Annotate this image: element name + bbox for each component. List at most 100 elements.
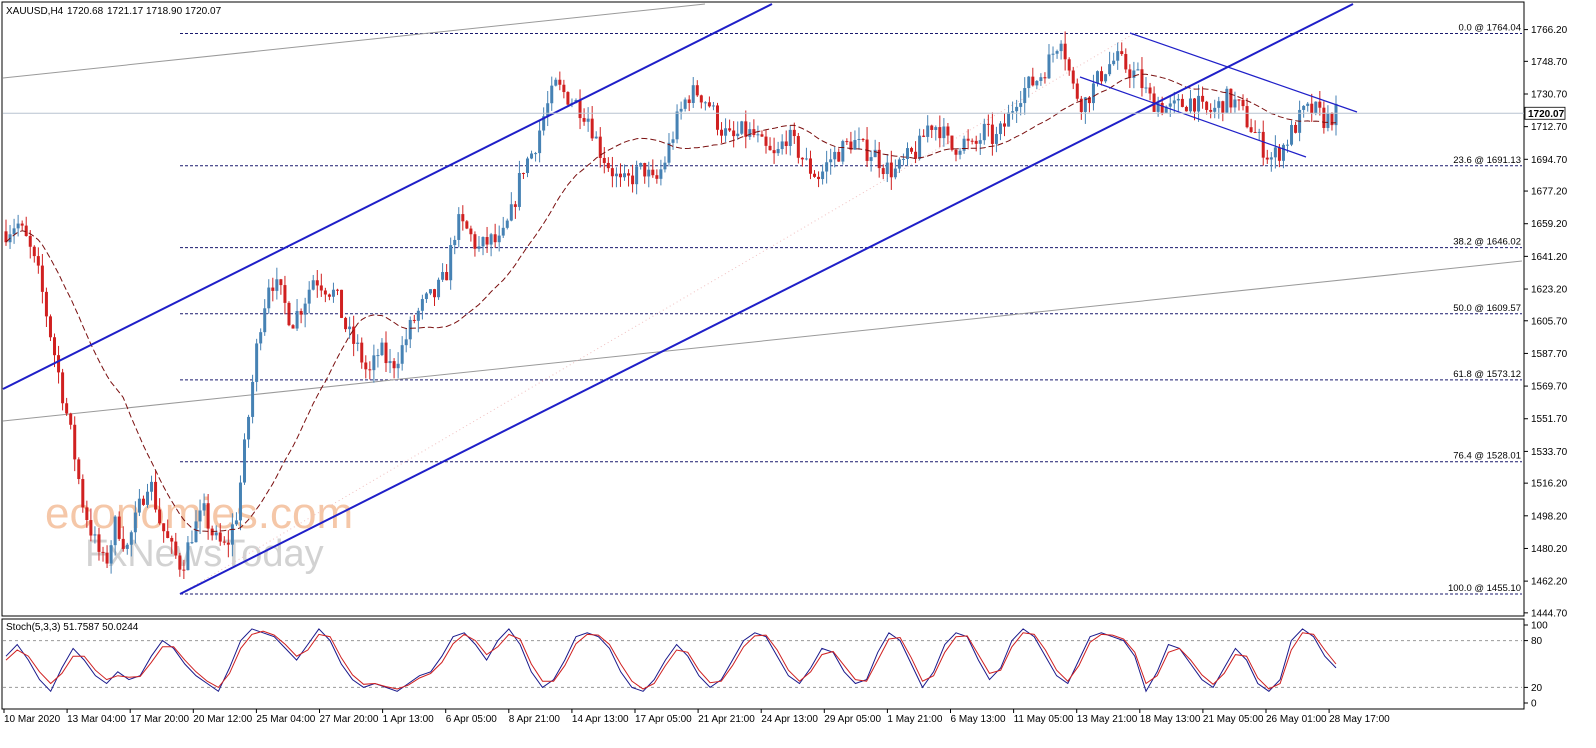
candle-bull bbox=[1334, 103, 1338, 126]
candle-bull bbox=[1197, 95, 1201, 112]
candle-bull bbox=[1047, 54, 1051, 79]
candle-bull bbox=[780, 141, 784, 150]
candle-bull bbox=[400, 345, 404, 364]
candle-bull bbox=[137, 498, 141, 513]
price-tick-label: 1551.70 bbox=[1531, 414, 1568, 425]
candle-bull bbox=[905, 148, 909, 159]
candle-bear bbox=[364, 362, 368, 370]
candle-bull bbox=[1233, 99, 1237, 108]
candle-bear bbox=[849, 141, 853, 150]
candle-bull bbox=[356, 342, 360, 344]
stoch-title: Stoch(5,3,3) 51.7587 50.0244 bbox=[6, 622, 139, 633]
candle-bull bbox=[873, 149, 877, 158]
candle-bear bbox=[1160, 103, 1164, 113]
candle-bear bbox=[335, 289, 339, 291]
candle-bear bbox=[1124, 54, 1128, 70]
time-tick-label: 13 May 21:00 bbox=[1077, 714, 1138, 725]
candle-bull bbox=[659, 169, 663, 179]
candle-bear bbox=[817, 176, 821, 180]
candle-bull bbox=[1011, 111, 1015, 113]
candle-bull bbox=[416, 310, 420, 321]
fib-label: 0.0 @ 1764.04 bbox=[1459, 23, 1521, 34]
candle-bear bbox=[602, 157, 606, 163]
price-tick-label: 1677.20 bbox=[1531, 187, 1568, 198]
candle-bear bbox=[117, 516, 121, 539]
candle-bull bbox=[942, 126, 946, 139]
candle-bear bbox=[154, 481, 158, 510]
candle-bull bbox=[918, 135, 922, 159]
candle-bear bbox=[469, 228, 473, 235]
candle-bear bbox=[910, 148, 914, 152]
candle-bull bbox=[829, 159, 833, 163]
candle-bull bbox=[679, 108, 683, 112]
price-tick-label: 1462.20 bbox=[1531, 577, 1568, 588]
candle-bull bbox=[198, 510, 202, 522]
candle-bull bbox=[376, 355, 380, 357]
price-tick-label: 1712.70 bbox=[1531, 122, 1568, 133]
candle-bear bbox=[283, 285, 287, 303]
candle-bull bbox=[1273, 147, 1277, 158]
candles bbox=[4, 31, 1338, 579]
candle-bear bbox=[1201, 95, 1205, 102]
candle-bear bbox=[760, 134, 764, 137]
candle-bull bbox=[1314, 101, 1318, 114]
candle-bear bbox=[813, 173, 817, 177]
candle-bear bbox=[65, 403, 69, 414]
candle-bull bbox=[453, 239, 457, 246]
candle-bear bbox=[69, 413, 73, 425]
candle-bear bbox=[40, 265, 44, 292]
candle-bear bbox=[881, 168, 885, 175]
candle-bull bbox=[776, 149, 780, 154]
candle-bear bbox=[728, 128, 732, 131]
candle-bear bbox=[695, 85, 699, 96]
candle-bull bbox=[190, 542, 194, 544]
candle-bull bbox=[247, 416, 251, 440]
candle-bear bbox=[1205, 101, 1209, 110]
candle-bull bbox=[263, 308, 267, 333]
candle-bull bbox=[1055, 51, 1059, 54]
candle-bear bbox=[20, 223, 24, 226]
candle-bull bbox=[675, 111, 679, 140]
time-tick-label: 25 Mar 04:00 bbox=[256, 714, 315, 725]
price-tick-label: 1533.70 bbox=[1531, 447, 1568, 458]
candle-bear bbox=[1330, 113, 1334, 126]
candle-bull bbox=[1027, 76, 1031, 89]
candle-bull bbox=[893, 168, 897, 178]
candle-bull bbox=[525, 158, 529, 174]
candle-bear bbox=[344, 317, 348, 330]
candle-bear bbox=[340, 289, 344, 318]
candle-bear bbox=[796, 136, 800, 158]
candle-bear bbox=[1100, 71, 1104, 82]
stochastic-axis: 100 80 20 0 bbox=[1524, 621, 1548, 710]
candle-bull bbox=[517, 173, 521, 207]
candle-bear bbox=[938, 127, 942, 139]
candle-bear bbox=[166, 531, 170, 538]
candle-bull bbox=[756, 134, 760, 136]
candle-bear bbox=[1294, 124, 1298, 133]
candle-bear bbox=[53, 337, 57, 356]
candle-bear bbox=[392, 361, 396, 369]
candle-bear bbox=[752, 129, 756, 135]
candle-bull bbox=[821, 171, 825, 180]
ohlc-high: 1721.17 bbox=[107, 6, 144, 17]
candle-bull bbox=[1217, 101, 1221, 108]
candle-bear bbox=[174, 541, 178, 556]
candle-bull bbox=[489, 234, 493, 245]
ohlc-open: 1720.68 bbox=[67, 6, 104, 17]
candle-bull bbox=[724, 128, 728, 136]
candle-bear bbox=[97, 534, 101, 552]
candle-bull bbox=[145, 491, 149, 505]
candle-bear bbox=[578, 99, 582, 119]
candle-bear bbox=[845, 141, 849, 143]
candle-bull bbox=[16, 223, 20, 229]
candle-bull bbox=[671, 139, 675, 143]
time-tick-label: 10 Mar 2020 bbox=[4, 714, 61, 725]
candle-bull bbox=[542, 116, 546, 131]
time-tick-label: 6 May 13:00 bbox=[951, 714, 1006, 725]
candle-bear bbox=[590, 118, 594, 139]
candle-bull bbox=[12, 228, 16, 235]
candle-bear bbox=[319, 285, 323, 291]
time-tick-label: 8 Apr 21:00 bbox=[509, 714, 561, 725]
candle-bear bbox=[1003, 123, 1007, 127]
candle-bear bbox=[222, 541, 226, 543]
